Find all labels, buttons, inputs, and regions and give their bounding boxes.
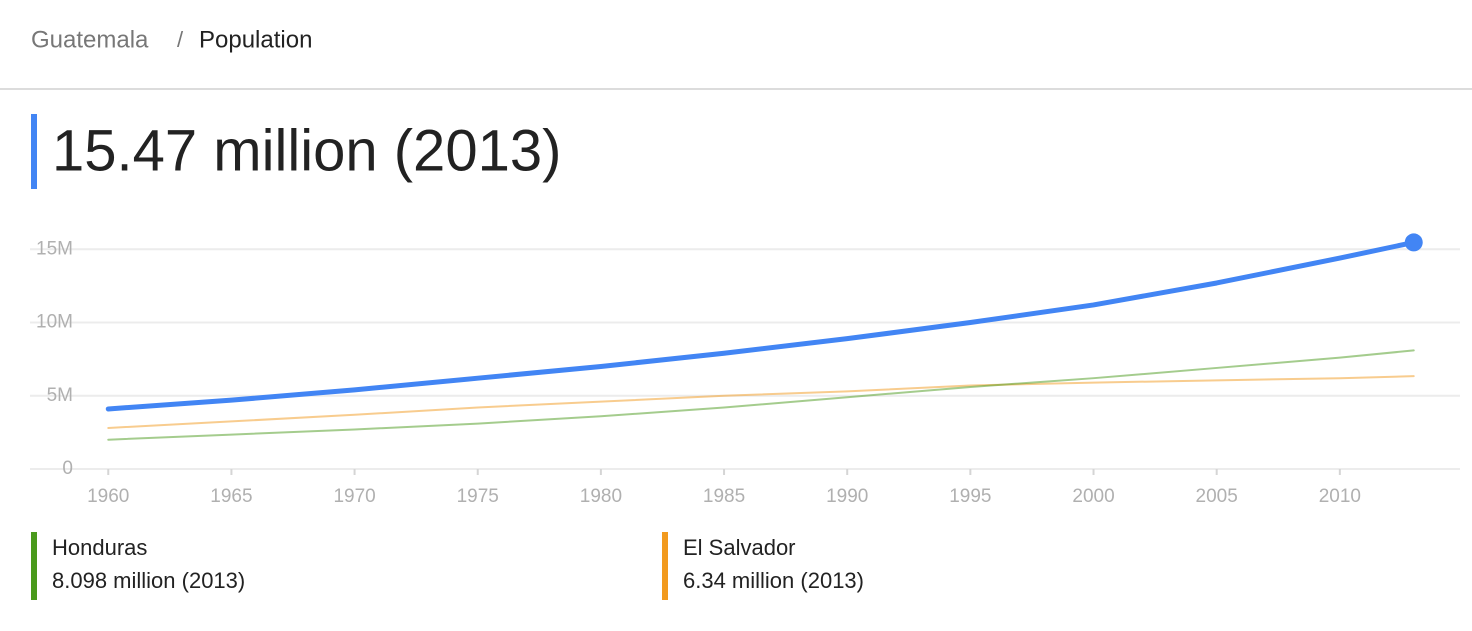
x-tick-label: 1985 <box>703 486 745 507</box>
legend-swatch <box>662 532 668 600</box>
x-tick-label: 2005 <box>1196 486 1238 507</box>
headline-bar <box>31 114 37 189</box>
x-tick-label: 2000 <box>1072 486 1114 507</box>
legend-value: 6.34 million (2013) <box>683 568 864 593</box>
breadcrumb-title: Population <box>199 26 312 53</box>
legend-name: Honduras <box>52 535 147 560</box>
y-tick-label: 15M <box>36 238 73 259</box>
legend-swatch <box>31 532 37 600</box>
x-tick-label: 2010 <box>1319 486 1361 507</box>
legend: El Salvador 6.34 million (2013) Honduras 8.… <box>31 532 864 600</box>
breadcrumb-parent[interactable]: Guatemala <box>31 26 149 53</box>
x-tick-label: 1975 <box>457 486 499 507</box>
x-tick-label: 1965 <box>210 486 252 507</box>
x-tick-label: 1980 <box>580 486 622 507</box>
series-line <box>107 349 1415 441</box>
plot: 0 5M 10M 15M 1960 1965 1970 1975 1980 1985 1990 199… <box>30 233 1460 507</box>
breadcrumb-separator: / <box>177 27 184 52</box>
series-line <box>105 239 1417 412</box>
end-point <box>1404 233 1423 252</box>
x-tick-label: 1995 <box>949 486 991 507</box>
y-tick-label: 0 <box>62 458 73 479</box>
x-tick-label: 1960 <box>87 486 129 507</box>
legend-name: El Salvador <box>683 535 796 560</box>
headline: 15.47 million (2013) <box>52 118 561 183</box>
legend-value: 8.098 million (2013) <box>52 568 245 593</box>
x-tick-label: 1990 <box>826 486 868 507</box>
y-tick-label: 5M <box>47 385 73 406</box>
y-tick-label: 10M <box>36 312 73 333</box>
series-line <box>107 375 1415 429</box>
x-tick-label: 1970 <box>333 486 375 507</box>
